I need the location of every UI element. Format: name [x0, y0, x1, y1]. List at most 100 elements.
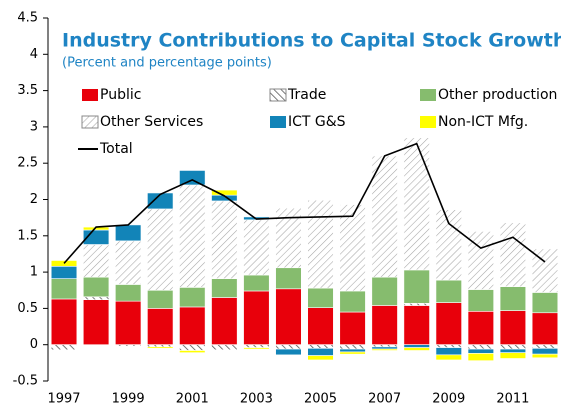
bar-segment	[499, 344, 527, 350]
bar-segment	[82, 244, 110, 278]
bar-segment	[467, 311, 494, 345]
x-tick-label: 2001	[176, 392, 209, 407]
legend-label: Non-ICT Mfg.	[438, 114, 528, 130]
bar-segment	[179, 344, 206, 351]
bar-segment	[307, 348, 334, 356]
bar-segment	[307, 287, 334, 308]
bar-segment	[147, 289, 174, 309]
legend-swatch	[420, 89, 436, 101]
bar-segment	[499, 222, 527, 287]
bar-segment	[435, 354, 462, 361]
y-tick-label: 0.5	[17, 301, 38, 316]
bar-segment	[115, 284, 142, 302]
bar-segment	[307, 307, 334, 346]
bar-segment	[147, 344, 174, 348]
bar-segment	[179, 350, 206, 353]
legend-swatch	[269, 88, 287, 102]
bar-segment	[50, 278, 78, 300]
total-line	[63, 142, 546, 264]
bar-segment	[243, 347, 270, 350]
bar-segment	[211, 344, 238, 351]
bar-segment	[403, 305, 430, 346]
y-tick-label: -0.5	[13, 374, 38, 389]
bar-segment	[147, 308, 174, 345]
bar-segment	[531, 348, 559, 355]
bar-segment	[211, 200, 238, 279]
bar-segment	[179, 184, 206, 288]
x-tick-label: 2005	[304, 392, 337, 407]
bar-segment	[243, 274, 270, 292]
bar-segment	[179, 306, 206, 345]
y-tick-label: 1	[30, 265, 38, 280]
bar-segment	[339, 311, 366, 345]
bar-segment	[403, 347, 430, 351]
y-tick-label: 2	[30, 192, 38, 207]
bar-segment	[339, 204, 366, 292]
y-tick-label: 2.5	[17, 156, 38, 171]
bar-segment	[435, 209, 462, 281]
bar-segment	[115, 300, 142, 346]
legend-label: Public	[100, 87, 141, 103]
bar-segment	[371, 276, 398, 306]
bar-segment	[179, 170, 206, 186]
bar-segment	[403, 344, 430, 348]
bar-segment	[531, 344, 559, 349]
bar-segment	[179, 287, 206, 308]
x-tick-label: 2009	[432, 392, 465, 407]
bar-segment	[467, 348, 494, 354]
x-tick-label: 2003	[240, 392, 273, 407]
bar-segment	[435, 344, 462, 348]
bar-segment	[82, 276, 110, 298]
bar-segment	[50, 260, 78, 267]
x-tick-label: 2007	[368, 392, 401, 407]
bar-segment	[403, 303, 430, 306]
bar-segment	[499, 310, 527, 346]
legend-swatch	[81, 115, 99, 129]
y-tick-label: 3	[30, 119, 38, 134]
chart-title: Industry Contributions to Capital Stock …	[62, 30, 561, 52]
y-tick-label: 3.5	[17, 83, 38, 98]
x-tick-label: 1999	[112, 392, 145, 407]
bar-segment	[435, 302, 462, 346]
bar-segment	[115, 224, 142, 242]
bar-segment	[275, 288, 302, 346]
bar-segment	[531, 292, 559, 314]
bar-segment	[467, 353, 494, 361]
bar-segment	[147, 192, 174, 210]
chart-subtitle: (Percent and percentage points)	[62, 56, 272, 71]
bar-segment	[82, 299, 110, 345]
bar-segment	[467, 344, 494, 350]
bar-segment	[371, 346, 398, 350]
bar-segment	[371, 344, 398, 348]
bar-segment	[147, 346, 174, 349]
bar-segment	[403, 137, 430, 271]
bar-segment	[211, 278, 238, 298]
bar-segment	[115, 344, 142, 347]
legend-swatch	[82, 89, 98, 101]
bar-segment	[50, 265, 78, 279]
bar-segment	[307, 355, 334, 361]
bar-segment	[499, 352, 527, 359]
bar-segment	[435, 279, 462, 303]
x-tick-label: 2011	[496, 392, 529, 407]
bar-segment	[531, 353, 559, 359]
bar-segment	[275, 267, 302, 290]
bar-segment	[339, 344, 366, 350]
y-tick-label: 4	[30, 47, 38, 62]
bar-segment	[531, 312, 559, 346]
y-tick-label: 1.5	[17, 228, 38, 243]
legend-swatch	[270, 116, 286, 128]
bar-segment	[339, 348, 366, 353]
bar-segment	[307, 344, 334, 349]
bar-segment	[147, 208, 174, 291]
x-tick-label: 1997	[47, 392, 80, 407]
bar-segment	[275, 344, 302, 350]
bar-segment	[307, 199, 334, 289]
bar-segment	[499, 348, 527, 353]
legend-label: Other Services	[100, 114, 203, 130]
bar-segment	[243, 290, 270, 346]
bar-segment	[467, 289, 494, 312]
y-tick-label: 4.5	[17, 11, 38, 26]
bar-segment	[371, 348, 398, 351]
bar-segment	[467, 231, 494, 290]
